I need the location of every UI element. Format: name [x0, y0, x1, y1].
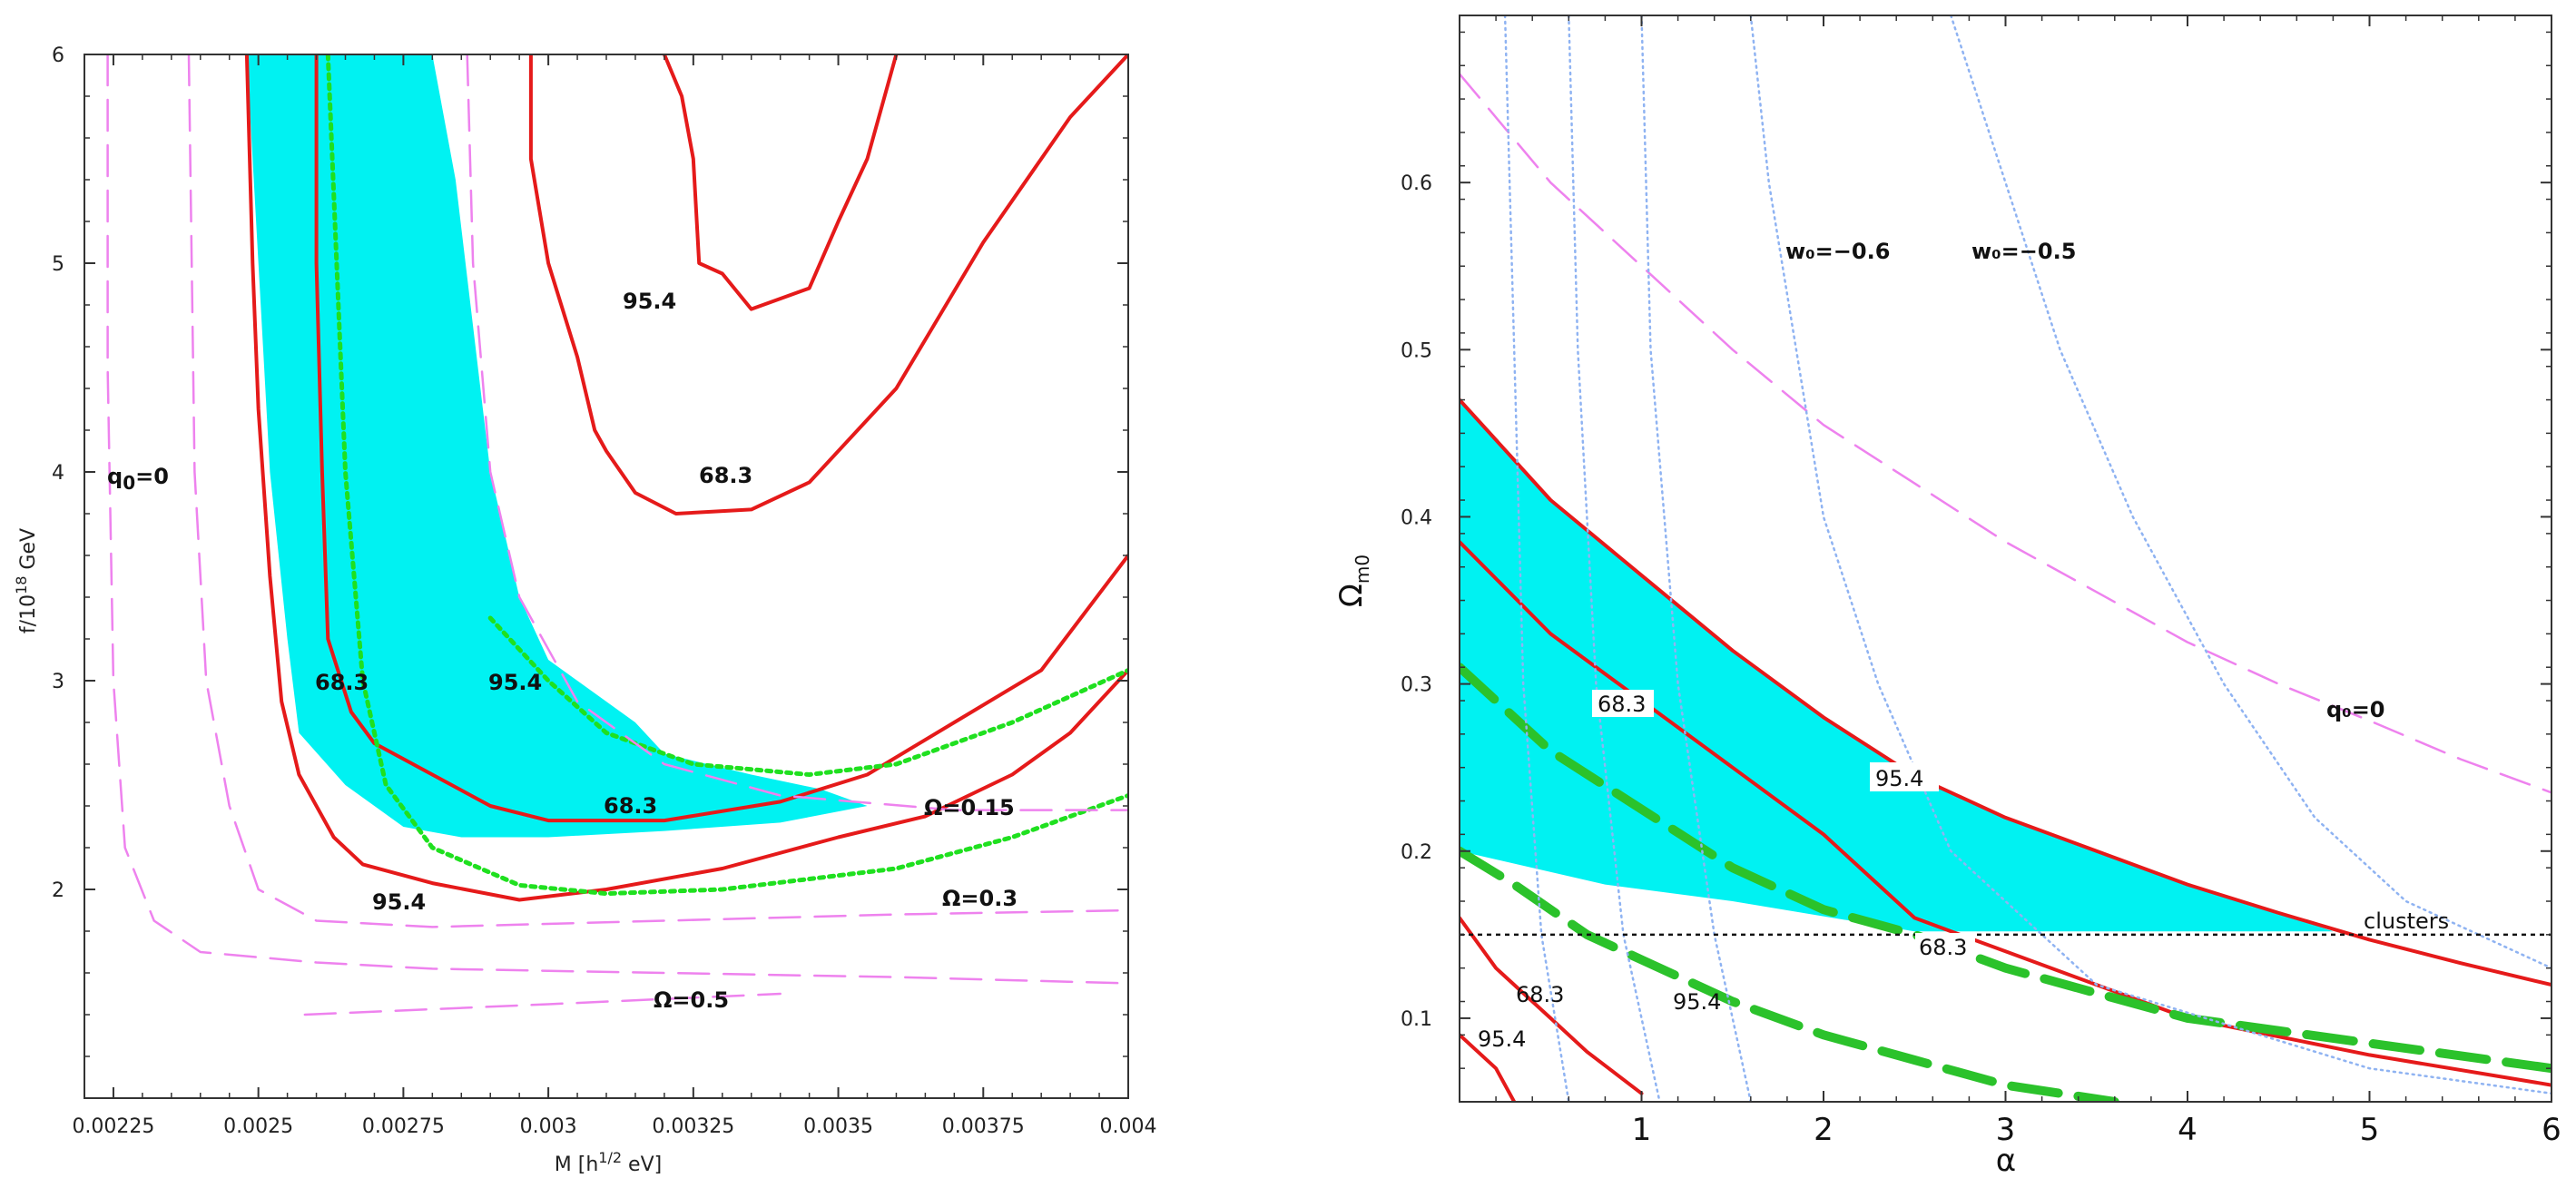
left-contour-plot: 0.00225 0.0025 0.00275 0.003 0.00325 0.0035 0.…	[13, 44, 1156, 1176]
right-series-w0-dotted-1	[1503, 15, 1570, 1102]
left-series-allowed-region-cyan-	[246, 54, 868, 838]
right-series-w0-dotted-3	[1640, 15, 1753, 1102]
right-y-tick-label: 0.1	[1401, 1008, 1432, 1031]
right-series-green-lower	[1460, 846, 2119, 1102]
left-series-95-4-outer	[244, 54, 1128, 902]
right-label-68-lower: 68.3	[1516, 982, 1564, 1007]
left-label-omega-03: Ω=0.3	[942, 886, 1018, 911]
left-series-green-inner	[325, 54, 1128, 897]
right-label-68-cluster: 68.3	[1919, 935, 1967, 960]
left-series-omega-0-15	[466, 54, 1128, 811]
left-x-tick-label: 0.0025	[223, 1115, 293, 1138]
right-y-tick-label: 0.2	[1401, 841, 1432, 864]
left-series-omega-0-5	[303, 992, 782, 1016]
left-x-tick-label: 0.004	[1100, 1115, 1157, 1138]
right-label-68-upper: 68.3	[1598, 692, 1646, 717]
right-label-clusters: clusters	[2364, 908, 2449, 934]
left-series-omega-0-3	[187, 54, 1128, 928]
right-x-tick-label: 6	[2542, 1112, 2561, 1148]
left-series-95-4-upper	[662, 54, 899, 311]
right-x-tick-label: 3	[1996, 1112, 2016, 1148]
right-series-w0-0-6	[1749, 15, 2551, 1095]
right-series-allowed-region-cyan-	[1460, 399, 2334, 932]
right-label-95-green: 95.4	[1673, 989, 1721, 1015]
right-label-q0: q₀=0	[2326, 697, 2385, 722]
left-label-68-top: 68.3	[699, 463, 752, 488]
right-x-tick-label: 1	[1632, 1112, 1652, 1148]
left-y-axis-label: f/1018 GeV	[13, 528, 40, 633]
right-series-68-3-lower	[1460, 916, 1644, 1095]
left-x-tick-label: 0.0035	[803, 1115, 873, 1138]
right-label-w0-05: w₀=−0.5	[1971, 239, 2076, 264]
right-series-w0-0-5	[1950, 15, 2551, 969]
left-label-omega-05: Ω=0.5	[654, 987, 729, 1013]
left-label-68-bottom: 68.3	[604, 793, 657, 819]
right-label-w0-06: w₀=−0.6	[1785, 239, 1890, 264]
left-x-axis-label: M [h1/2 eV]	[555, 1149, 662, 1176]
left-label-68-left: 68.3	[315, 670, 369, 695]
right-series-95-4-lower	[1460, 1033, 1517, 1102]
right-x-tick-label: 4	[2178, 1112, 2197, 1148]
left-y-tick-label: 2	[52, 879, 64, 902]
left-series-68-3-lower	[314, 54, 1128, 823]
right-x-tick-label: 2	[1814, 1112, 1834, 1148]
left-plot-frame	[84, 54, 1129, 1099]
left-y-tick-label: 3	[52, 671, 64, 693]
right-y-axis-label: Ωm0	[1333, 555, 1373, 607]
left-series-68-3-upper	[528, 54, 1128, 515]
left-label-q0: q0=0	[107, 464, 169, 494]
right-x-tick-label: 5	[2360, 1112, 2380, 1148]
right-y-tick-label: 0.3	[1401, 674, 1432, 697]
left-label-95-mid: 95.4	[488, 670, 542, 695]
left-label-95-top: 95.4	[623, 289, 676, 314]
right-label-95-lower: 95.4	[1478, 1026, 1526, 1052]
right-y-tick-label: 0.5	[1401, 339, 1432, 362]
left-x-tick-label: 0.00325	[652, 1115, 734, 1138]
left-x-tick-label: 0.00275	[362, 1115, 445, 1138]
left-x-tick-label: 0.003	[520, 1115, 577, 1138]
left-y-tick-label: 4	[52, 462, 64, 485]
left-y-tick-label: 6	[52, 44, 64, 67]
left-y-tick-label: 5	[52, 253, 64, 276]
left-series-green-outer	[487, 615, 1128, 777]
right-x-axis-label: α	[1996, 1143, 2016, 1179]
right-label-95-upper: 95.4	[1875, 766, 1923, 791]
right-y-tick-label: 0.4	[1401, 506, 1432, 529]
left-x-tick-label: 0.00375	[942, 1115, 1025, 1138]
left-series-q0-0	[106, 54, 1128, 985]
left-label-95-bottom: 95.4	[372, 889, 426, 915]
left-label-omega-015: Ω=0.15	[924, 795, 1015, 820]
right-series-95-4-upper	[1460, 398, 2551, 987]
right-series-w0-dotted-2	[1568, 15, 1661, 1102]
right-y-tick-label: 0.6	[1401, 172, 1432, 195]
left-x-tick-label: 0.00225	[72, 1115, 154, 1138]
right-contour-plot: 1 2 3 4 5 6 0.1 0.2 0.3 0.4 0.5 0.6 α Ωm0 w₀=−0.6 w…	[1333, 15, 2561, 1179]
